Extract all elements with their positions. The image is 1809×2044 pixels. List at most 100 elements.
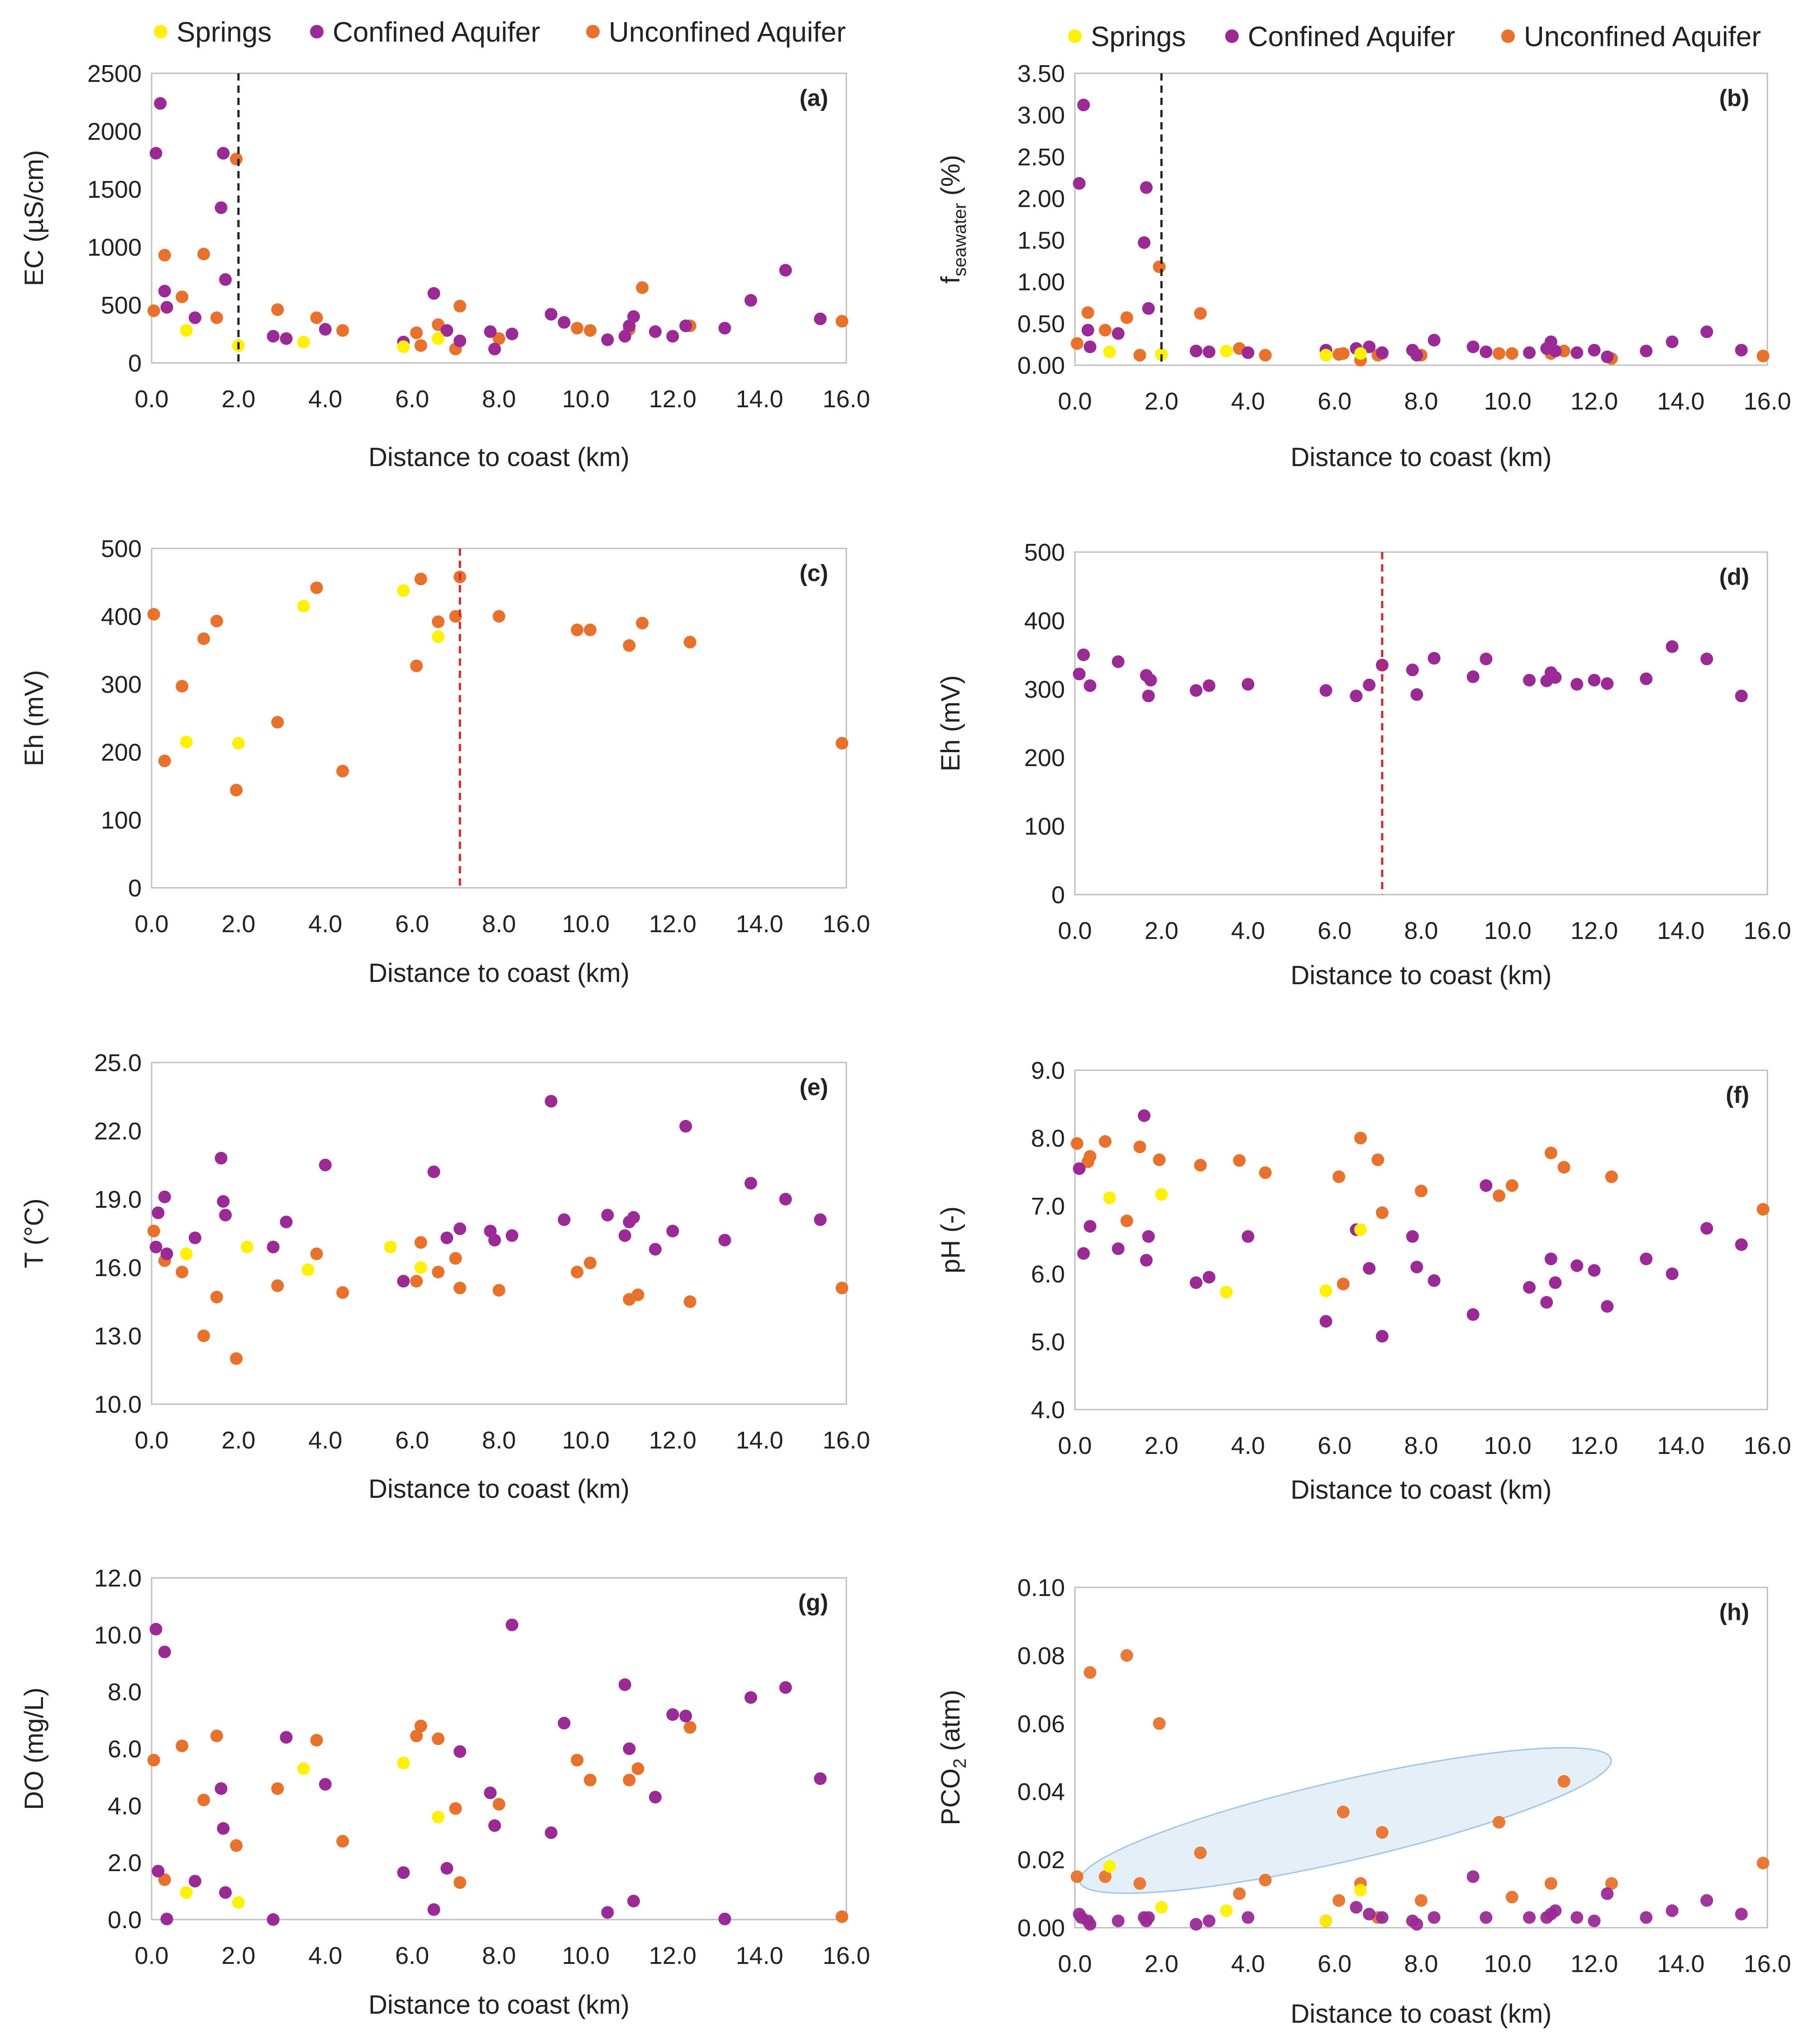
h-point-springs	[1155, 1901, 1168, 1914]
b-point-confined	[1410, 348, 1423, 362]
g-point-unconfined	[571, 1753, 584, 1767]
h-point-unconfined	[1544, 1877, 1557, 1890]
e-point-confined	[618, 1229, 631, 1242]
e-point-confined	[440, 1231, 453, 1244]
b-y-axis-title-unit: (%)	[936, 155, 965, 203]
g-panel-label: (g)	[798, 1590, 828, 1616]
b-point-unconfined	[1259, 348, 1272, 362]
c-point-springs	[397, 584, 410, 597]
f-point-confined	[1549, 1276, 1562, 1289]
a-point-confined	[814, 312, 827, 325]
c-x-tick-label: 2.0	[221, 910, 255, 938]
g-point-confined	[397, 1866, 410, 1879]
g-point-unconfined	[410, 1730, 423, 1743]
g-point-confined	[219, 1886, 232, 1899]
h-x-tick-label: 8.0	[1404, 1950, 1438, 1977]
g-point-confined	[440, 1862, 453, 1875]
h-highlight-ellipse	[1079, 1747, 1612, 1894]
g-y-tick-label: 4.0	[108, 1792, 142, 1820]
a-point-unconfined	[414, 339, 427, 352]
legend-a-confined-marker	[310, 25, 324, 38]
h-point-confined	[1083, 1918, 1097, 1931]
d-y-tick-label: 300	[1024, 676, 1065, 703]
a-point-unconfined	[410, 326, 423, 339]
b-y-tick-label: 3.50	[1017, 60, 1065, 87]
h-x-axis-title: Distance to coast (km)	[1291, 1999, 1552, 2029]
g-point-confined	[484, 1787, 497, 1800]
g-point-confined	[319, 1778, 332, 1791]
c-x-tick-label: 6.0	[395, 910, 429, 938]
d-point-confined	[1241, 678, 1255, 691]
f-panel-label: (f)	[1726, 1082, 1749, 1108]
legend-b-unconfined-marker	[1501, 29, 1515, 43]
legend-b-confined-label: Confined Aquifer	[1248, 21, 1455, 52]
f-point-confined	[1241, 1230, 1255, 1243]
a-point-confined	[160, 301, 173, 314]
h-x-tick-label: 12.0	[1570, 1950, 1618, 1977]
g-point-confined	[679, 1710, 692, 1723]
e-panel-label: (e)	[799, 1074, 828, 1101]
f-point-unconfined	[1375, 1206, 1389, 1219]
c-point-unconfined	[197, 632, 210, 645]
b-y-tick-label: 1.50	[1017, 227, 1065, 254]
d-y-tick-label: 500	[1024, 539, 1065, 566]
a-point-confined	[718, 322, 731, 335]
c-point-unconfined	[432, 615, 445, 628]
c-point-unconfined	[835, 737, 849, 750]
h-x-tick-label: 2.0	[1145, 1950, 1179, 1977]
b-point-unconfined	[1756, 349, 1770, 362]
f-point-unconfined	[1070, 1137, 1083, 1150]
h-y-tick-label: 0.10	[1017, 1574, 1065, 1601]
h-point-confined	[1350, 1901, 1363, 1914]
a-point-confined	[453, 334, 467, 348]
b-point-unconfined	[1081, 306, 1094, 319]
b-x-tick-label: 10.0	[1484, 388, 1532, 415]
e-point-unconfined	[453, 1282, 467, 1295]
legend-b-confined-marker	[1225, 29, 1239, 43]
g-point-unconfined	[147, 1753, 160, 1767]
g-point-unconfined	[210, 1730, 223, 1743]
e-y-tick-label: 10.0	[94, 1391, 142, 1418]
e-point-confined	[427, 1165, 440, 1178]
g-point-confined	[188, 1875, 201, 1888]
d-x-tick-label: 14.0	[1657, 917, 1704, 944]
g-point-confined	[215, 1782, 228, 1795]
f-point-confined	[1077, 1247, 1090, 1260]
b-y-axis-title-sub: seawater	[950, 203, 970, 276]
f-point-unconfined	[1415, 1185, 1427, 1197]
b-point-confined	[1083, 340, 1097, 353]
e-point-confined	[744, 1177, 757, 1190]
legend-b-unconfined-label: Unconfined Aquifer	[1524, 21, 1761, 52]
g-x-tick-label: 8.0	[482, 1942, 516, 1969]
h-point-confined	[1588, 1914, 1601, 1927]
d-point-confined	[1480, 653, 1493, 666]
h-point-springs	[1354, 1884, 1367, 1897]
h-point-unconfined	[1133, 1877, 1146, 1890]
a-y-tick-label: 0	[128, 350, 142, 377]
c-point-springs	[232, 737, 245, 750]
b-y-tick-label: 0.50	[1017, 310, 1065, 338]
f-point-confined	[1073, 1162, 1086, 1175]
h-point-confined	[1523, 1911, 1536, 1924]
b-point-confined	[1666, 335, 1679, 348]
e-point-confined	[397, 1275, 410, 1288]
f-point-confined	[1666, 1267, 1679, 1280]
g-point-confined	[149, 1623, 162, 1636]
a-point-unconfined	[835, 314, 849, 328]
g-point-confined	[544, 1826, 558, 1839]
e-point-unconfined	[310, 1247, 323, 1260]
legend-a-unconfined-marker	[586, 25, 600, 38]
d-point-confined	[1570, 678, 1584, 691]
b-y-tick-label: 0.00	[1017, 352, 1065, 379]
g-point-springs	[180, 1886, 193, 1899]
d-point-confined	[1142, 689, 1155, 702]
a-x-tick-label: 10.0	[562, 386, 610, 413]
g-point-confined	[453, 1745, 467, 1758]
h-point-confined	[1601, 1887, 1614, 1900]
e-point-confined	[280, 1215, 293, 1229]
g-y-tick-label: 8.0	[108, 1679, 142, 1706]
g-point-confined	[152, 1865, 165, 1878]
e-point-confined	[649, 1243, 662, 1256]
a-point-confined	[679, 319, 692, 333]
c-point-unconfined	[623, 639, 636, 652]
